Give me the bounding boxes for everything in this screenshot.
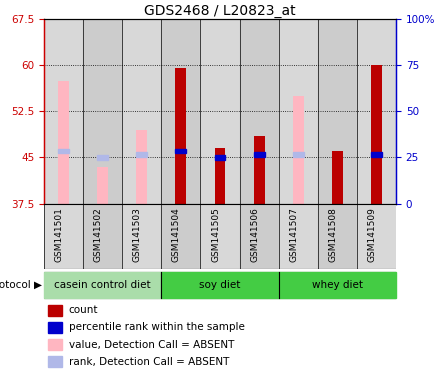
Text: GSM141502: GSM141502 — [94, 207, 103, 262]
Bar — [122, 19, 161, 204]
Text: GSM141504: GSM141504 — [172, 207, 181, 262]
Bar — [318, 204, 357, 269]
Bar — [371, 152, 382, 157]
Bar — [293, 96, 304, 204]
Bar — [253, 136, 264, 204]
Bar — [176, 68, 187, 204]
Bar — [332, 151, 343, 204]
Bar — [293, 152, 304, 157]
Text: rank, Detection Call = ABSENT: rank, Detection Call = ABSENT — [69, 357, 229, 367]
Bar — [44, 204, 83, 269]
Bar — [44, 19, 83, 204]
Text: GSM141506: GSM141506 — [250, 207, 259, 262]
Text: casein control diet: casein control diet — [55, 280, 151, 290]
Bar — [97, 167, 108, 204]
Bar — [136, 130, 147, 204]
Bar — [201, 204, 239, 269]
Text: percentile rank within the sample: percentile rank within the sample — [69, 322, 245, 333]
Text: whey diet: whey diet — [312, 280, 363, 290]
Bar — [48, 322, 62, 333]
Text: GSM141503: GSM141503 — [133, 207, 142, 262]
Bar — [215, 148, 225, 204]
Bar — [44, 272, 161, 298]
Text: protocol ▶: protocol ▶ — [0, 280, 42, 290]
Text: GSM141505: GSM141505 — [211, 207, 220, 262]
Text: soy diet: soy diet — [199, 280, 241, 290]
Bar — [161, 272, 279, 298]
Bar — [357, 204, 396, 269]
Bar — [58, 149, 69, 154]
Bar — [279, 204, 318, 269]
Bar — [176, 149, 187, 154]
Bar — [48, 305, 62, 316]
Bar — [279, 19, 318, 204]
Text: GSM141509: GSM141509 — [367, 207, 377, 262]
Bar — [357, 19, 396, 204]
Text: GSM141508: GSM141508 — [328, 207, 337, 262]
Bar — [215, 155, 225, 160]
Bar — [161, 19, 201, 204]
Bar — [318, 19, 357, 204]
Bar — [83, 204, 122, 269]
Text: GSM141501: GSM141501 — [55, 207, 63, 262]
Text: count: count — [69, 305, 98, 315]
Bar — [239, 19, 279, 204]
Bar — [279, 272, 396, 298]
Text: value, Detection Call = ABSENT: value, Detection Call = ABSENT — [69, 339, 234, 350]
Bar — [136, 152, 147, 157]
Bar — [83, 19, 122, 204]
Bar — [48, 356, 62, 367]
Bar — [201, 19, 239, 204]
Title: GDS2468 / L20823_at: GDS2468 / L20823_at — [144, 4, 296, 18]
Bar — [371, 65, 382, 204]
Bar — [161, 204, 201, 269]
Bar — [122, 204, 161, 269]
Bar — [58, 81, 69, 204]
Bar — [253, 152, 264, 157]
Bar — [97, 155, 108, 160]
Text: GSM141507: GSM141507 — [289, 207, 298, 262]
Bar — [48, 339, 62, 350]
Bar — [239, 204, 279, 269]
